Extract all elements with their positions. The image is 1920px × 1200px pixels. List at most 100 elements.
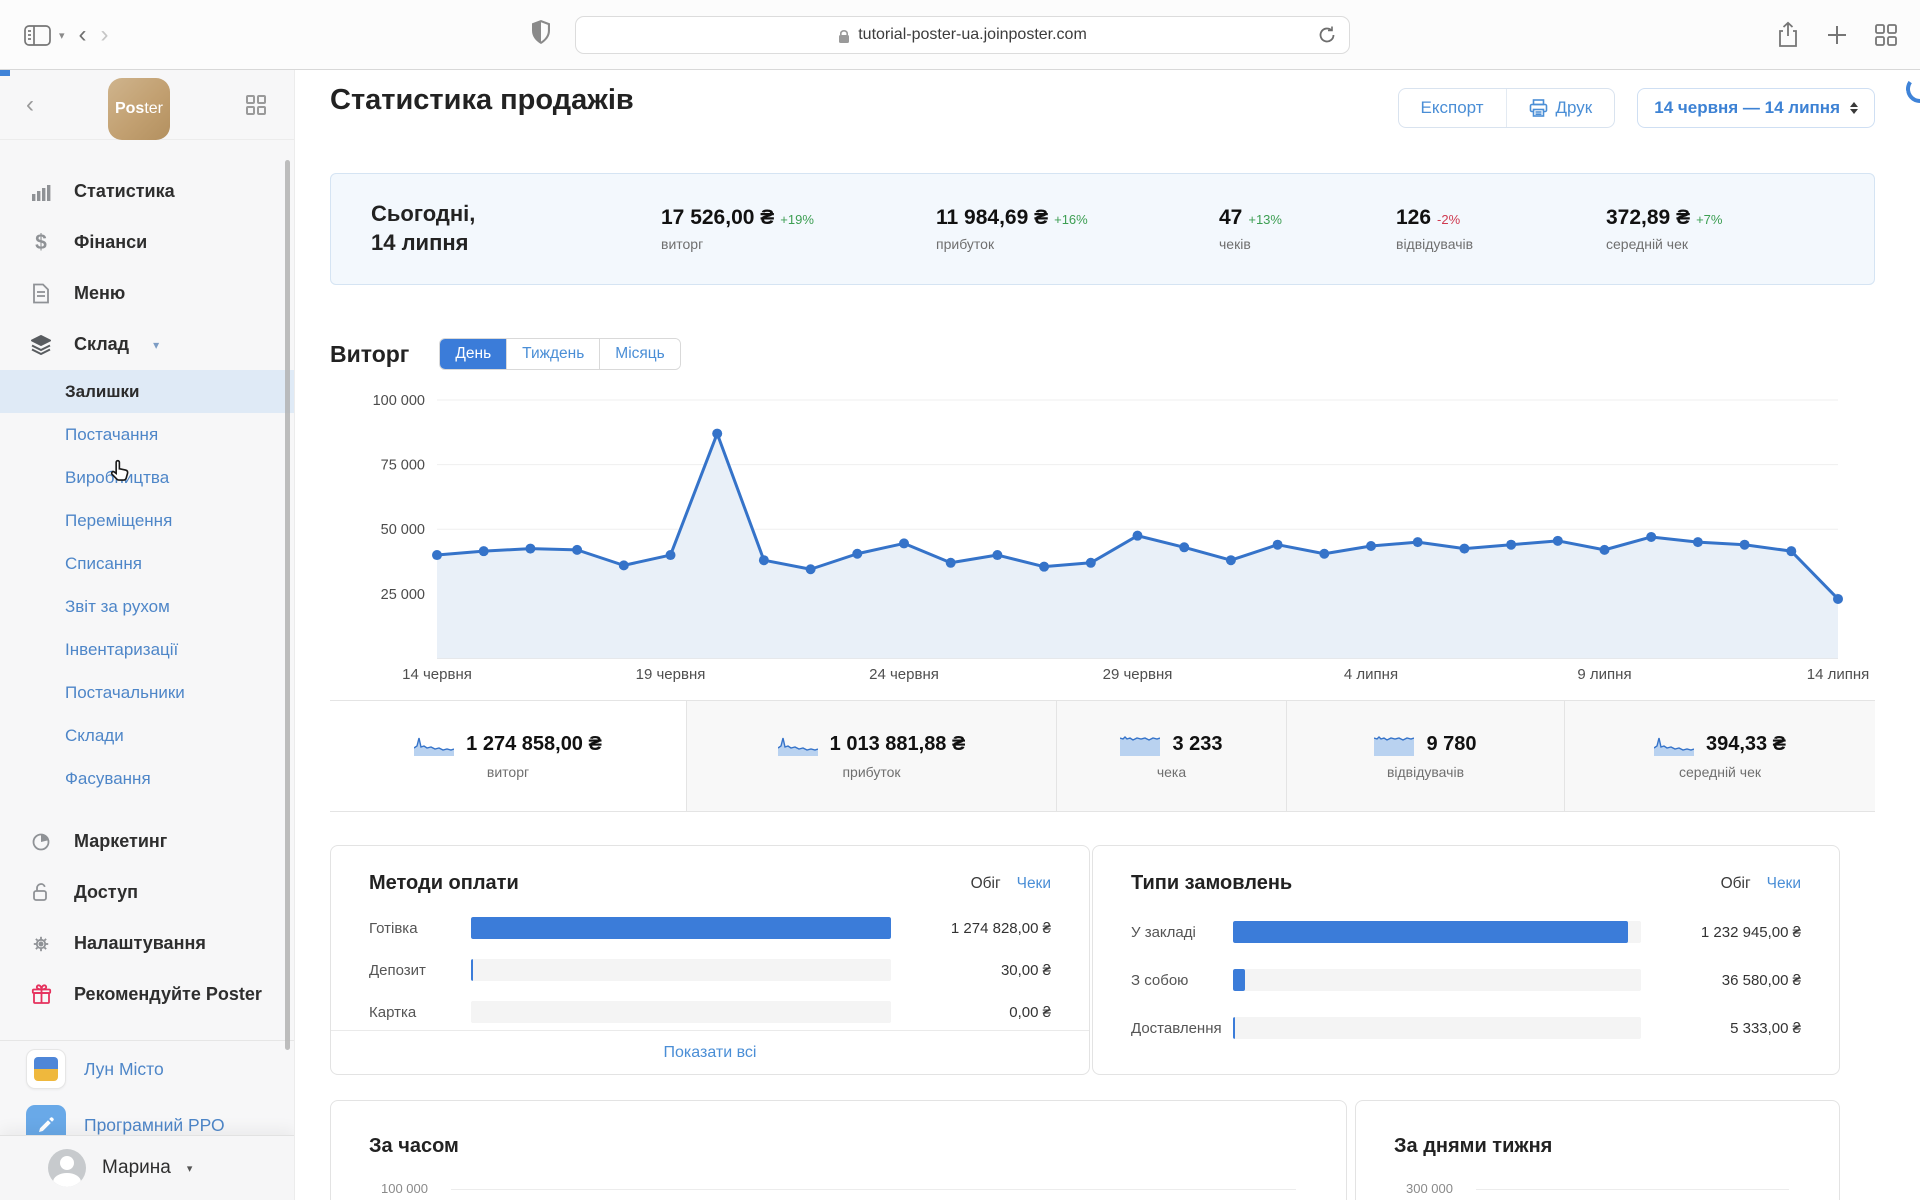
browser-chrome: ▾ ‹ › tutorial-poster-ua.joinposter.com — [0, 0, 1920, 70]
today-stat-profit: 11 984,69 ₴+16% прибуток — [936, 206, 1219, 252]
sidebar-item-label: Рекомендуйте Poster — [74, 984, 262, 1005]
sidebar-item-label: Маркетинг — [74, 831, 167, 852]
show-all-link[interactable]: Показати всі — [331, 1030, 1089, 1074]
payment-row-deposit: Депозит 30,00 ₴ — [331, 953, 1089, 987]
export-button[interactable]: Експорт — [1399, 89, 1506, 127]
sidebar: ‹ Poster Статистика $ Фінанси — [0, 70, 295, 1200]
account-item-lun-misto[interactable]: Лун Місто — [0, 1041, 294, 1097]
forward-button[interactable]: › — [101, 23, 109, 47]
apps-grid-icon[interactable] — [244, 93, 268, 117]
delta-badge: -2% — [1437, 212, 1460, 227]
gridline — [1476, 1189, 1789, 1190]
sparkline-icon — [1120, 732, 1160, 756]
gear-icon — [30, 934, 52, 954]
tab-day[interactable]: День — [440, 339, 506, 369]
sidebar-scrollbar[interactable] — [285, 160, 290, 1050]
order-row-delivery: Доставлення 5 333,00 ₴ — [1093, 1011, 1839, 1045]
svg-text:24 червня: 24 червня — [869, 666, 939, 683]
sidebar-item-settings[interactable]: Налаштування — [0, 918, 294, 969]
main-content: Статистика продажів Експорт Друк — [295, 70, 1920, 1200]
layers-icon — [30, 334, 52, 356]
sidebar-subitem-zalyshky[interactable]: Залишки — [0, 370, 294, 413]
sidebar-subitem-inventaryzatsii[interactable]: Інвентаризації — [0, 628, 294, 671]
by-time-panel: За часом 100 000 — [330, 1100, 1347, 1200]
tab-overview-icon[interactable] — [1874, 23, 1898, 47]
sidebar-back-icon[interactable]: ‹ — [26, 93, 34, 117]
reload-icon[interactable] — [1317, 24, 1337, 46]
sidebar-subitem-postachannia[interactable]: Постачання — [0, 413, 294, 456]
toggle-turnover[interactable]: Обіг — [1721, 875, 1751, 893]
panel-title: За днями тижня — [1356, 1101, 1839, 1158]
sidebar-item-statistics[interactable]: Статистика — [0, 166, 294, 217]
new-tab-icon[interactable] — [1826, 24, 1848, 46]
bar-chart-icon — [30, 182, 52, 202]
chevron-down-icon[interactable]: ▾ — [59, 29, 65, 42]
sidebar-subitem-postachalnyky[interactable]: Постачальники — [0, 671, 294, 714]
summary-card-visitors[interactable]: 9 780 відвідувачів — [1286, 701, 1564, 811]
gift-icon — [30, 984, 52, 1005]
sidebar-subitem-label: Залишки — [65, 382, 139, 402]
sidebar-item-menu[interactable]: Меню — [0, 268, 294, 319]
tab-week[interactable]: Тиждень — [506, 339, 599, 369]
sidebar-toggle-icon[interactable] — [24, 25, 51, 46]
shield-icon[interactable] — [530, 19, 552, 45]
sidebar-subitem-sklady[interactable]: Склади — [0, 714, 294, 757]
lock-open-icon — [30, 882, 52, 903]
sidebar-subitem-fasuvannia[interactable]: Фасування — [0, 757, 294, 800]
bar-fill — [1233, 969, 1245, 991]
share-icon[interactable] — [1776, 21, 1800, 49]
svg-text:29 червня: 29 червня — [1103, 666, 1173, 683]
sidebar-item-label: Статистика — [74, 181, 175, 202]
printer-icon — [1529, 99, 1548, 117]
date-range-select[interactable]: 14 червня — 14 липня — [1637, 88, 1875, 128]
export-label: Експорт — [1421, 98, 1484, 118]
bar-fill — [1233, 1017, 1235, 1039]
summary-card-profit[interactable]: 1 013 881,88 ₴ прибуток — [686, 701, 1056, 811]
url-bar[interactable]: tutorial-poster-ua.joinposter.com — [575, 16, 1350, 54]
print-button[interactable]: Друк — [1506, 89, 1615, 127]
by-weekday-panel: За днями тижня 300 000 — [1355, 1100, 1840, 1200]
sidebar-subitem-vyrobnytstva[interactable]: Виробництва — [0, 456, 294, 499]
y-axis-label: 300 000 — [1406, 1181, 1453, 1196]
avatar — [48, 1149, 86, 1187]
summary-card-revenue[interactable]: 1 274 858,00 ₴ виторг — [330, 701, 686, 811]
panel-title: Методи оплати — [369, 872, 519, 895]
print-label: Друк — [1556, 98, 1593, 118]
account-label: Програмний РРО — [84, 1115, 225, 1136]
delta-badge: +19% — [780, 212, 814, 227]
user-bar[interactable]: Марина ▾ — [0, 1135, 295, 1200]
toggle-receipts[interactable]: Чеки — [1017, 875, 1051, 893]
sidebar-item-warehouse[interactable]: Склад ▾ — [0, 319, 294, 370]
today-stat-avg-receipt: 372,89 ₴+7% середній чек — [1606, 206, 1722, 252]
loading-progress-fragment — [0, 70, 10, 76]
hour-bars — [331, 1101, 1346, 1200]
today-stat-receipts: 47+13% чеків — [1219, 206, 1396, 252]
user-name: Марина — [102, 1157, 171, 1179]
date-range-value: 14 червня — 14 липня — [1654, 98, 1840, 118]
back-button[interactable]: ‹ — [79, 23, 87, 47]
sidebar-subitem-peremishchennia[interactable]: Переміщення — [0, 499, 294, 542]
account-label: Лун Місто — [84, 1059, 164, 1080]
sidebar-item-label: Налаштування — [74, 933, 206, 954]
today-stats-bar: Сьогодні, 14 липня 17 526,00 ₴+19% витор… — [330, 173, 1875, 285]
sidebar-subitem-spysannia[interactable]: Списання — [0, 542, 294, 585]
bar-track — [1233, 921, 1641, 943]
summary-card-avg-receipt[interactable]: 394,33 ₴ середній чек — [1564, 701, 1875, 811]
toggle-receipts[interactable]: Чеки — [1767, 875, 1801, 893]
toggle-turnover[interactable]: Обіг — [971, 875, 1001, 893]
sidebar-item-access[interactable]: Доступ — [0, 867, 294, 918]
revenue-line-chart[interactable]: 25 00050 00075 000100 00014 червня19 чер… — [330, 388, 1875, 688]
loading-spinner — [1904, 73, 1920, 105]
revenue-chart-title: Виторг — [330, 341, 409, 368]
today-stat-visitors: 126-2% відвідувачів — [1396, 206, 1606, 252]
summary-card-receipts[interactable]: 3 233 чека — [1056, 701, 1286, 811]
poster-logo[interactable]: Poster — [108, 78, 170, 140]
sidebar-subitem-zvit-za-rukhom[interactable]: Звіт за рухом — [0, 585, 294, 628]
sidebar-item-label: Фінанси — [74, 232, 147, 253]
tab-month[interactable]: Місяць — [599, 339, 679, 369]
sparkline-icon — [1374, 732, 1414, 756]
svg-text:14 червня: 14 червня — [402, 666, 472, 683]
sidebar-item-recommend-poster[interactable]: Рекомендуйте Poster — [0, 969, 294, 1020]
sidebar-item-marketing[interactable]: Маркетинг — [0, 816, 294, 867]
sidebar-item-finance[interactable]: $ Фінанси — [0, 217, 294, 268]
